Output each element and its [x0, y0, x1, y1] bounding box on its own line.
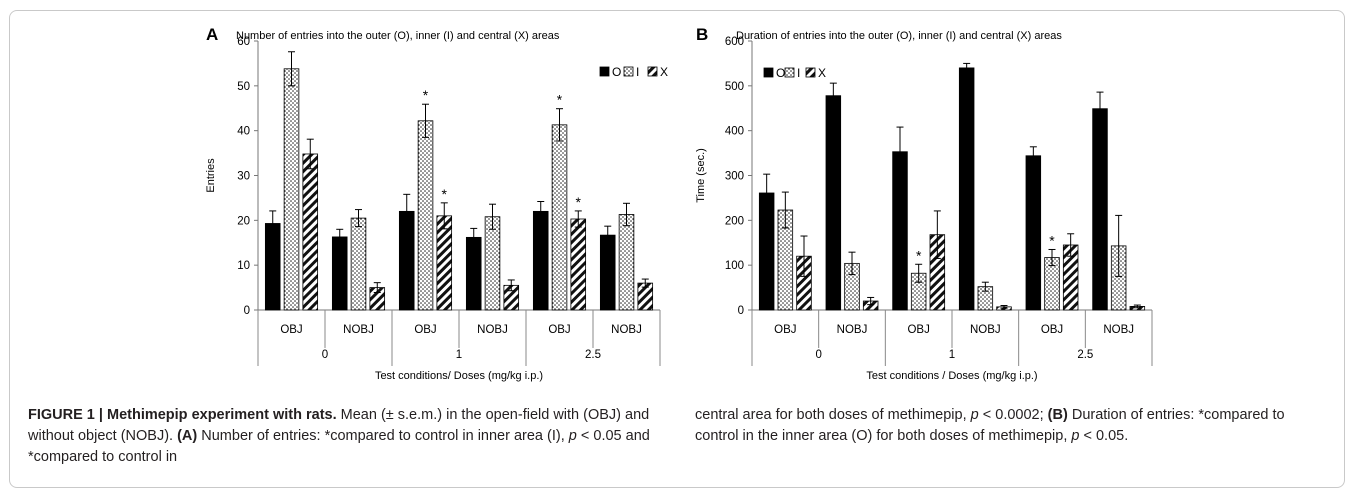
caption-a-label: (A)	[177, 428, 198, 444]
caption-right-p-label: p	[970, 407, 979, 423]
y-tick-label: 400	[725, 126, 744, 138]
category-label: OBJ	[548, 324, 570, 336]
caption-text: Mean (± s.e.m.) in the open-field with (…	[28, 407, 650, 444]
bar-o	[599, 234, 616, 311]
bar-o	[825, 95, 842, 311]
caption-p-text: < 0.05 and *compared to control in	[28, 428, 650, 465]
category-label: OBJ	[774, 324, 796, 336]
caption-a-text: Number of entries: *compared to control …	[201, 428, 565, 444]
bar-x	[570, 218, 587, 311]
y-tick-label: 100	[725, 260, 744, 272]
y-tick-label: 300	[725, 171, 744, 183]
y-tick-label: 0	[738, 305, 744, 317]
bar-i	[283, 68, 300, 311]
legend-label-x: X	[660, 65, 668, 79]
group-label: 0	[815, 349, 821, 361]
y-axis-label: Time (sec.)	[695, 148, 707, 203]
x-axis-label: Test conditions/ Doses (mg/kg i.p.)	[375, 370, 543, 382]
legend-label-i: I	[797, 66, 800, 80]
bar-i	[618, 214, 635, 311]
legend-label-o: O	[776, 66, 785, 80]
chart-panel-b: B Duration of entries into the outer (O),…	[695, 25, 1153, 382]
bar-i	[484, 216, 501, 311]
legend-label-x: X	[818, 66, 826, 80]
y-tick-label: 20	[237, 215, 250, 227]
significance-marker: *	[576, 194, 582, 210]
group-label: 2.5	[1077, 349, 1093, 361]
y-tick-label: 500	[725, 81, 744, 93]
legend-label-i: I	[636, 65, 639, 79]
significance-marker: *	[916, 247, 922, 263]
caption-right: central area for both doses of methimepi…	[695, 405, 1325, 447]
bar-i	[350, 217, 367, 311]
bar-o	[958, 67, 975, 311]
y-tick-label: 40	[237, 126, 250, 138]
caption-right-text: central area for both doses of methimepi…	[695, 407, 967, 423]
category-label: OBJ	[414, 324, 436, 336]
category-label: NOBJ	[1103, 324, 1134, 336]
caption-right-p-text: < 0.0002;	[982, 407, 1044, 423]
y-tick-label: 600	[725, 36, 744, 48]
caption-label: FIGURE 1 | Methimepip experiment with ra…	[28, 407, 337, 423]
y-tick-label: 0	[244, 305, 250, 317]
bar-i	[551, 124, 568, 311]
bar-x	[436, 215, 453, 311]
caption-right-p2-label: p	[1071, 428, 1080, 444]
category-label: OBJ	[907, 324, 929, 336]
x-axis-label: Test conditions / Doses (mg/kg i.p.)	[866, 370, 1037, 382]
category-label: NOBJ	[477, 324, 508, 336]
y-axis-label: Entries	[205, 158, 217, 193]
caption-right-p2-text: < 0.05.	[1083, 428, 1129, 444]
category-label: NOBJ	[970, 324, 1001, 336]
caption-b-text: Duration of entries: *compared to contro…	[695, 407, 1285, 444]
legend-swatch-i	[623, 66, 634, 77]
chart-panel-a: A Number of entries into the outer (O), i…	[205, 25, 668, 382]
y-tick-label: 60	[237, 36, 250, 48]
significance-marker: *	[1049, 232, 1055, 248]
y-tick-label: 30	[237, 171, 250, 183]
significance-marker: *	[557, 92, 563, 108]
group-label: 1	[949, 349, 955, 361]
significance-marker: *	[442, 186, 448, 202]
bar-o	[1025, 155, 1042, 311]
y-tick-label: 10	[237, 260, 250, 272]
group-label: 2.5	[585, 349, 601, 361]
bar-x	[302, 153, 319, 311]
caption-left: FIGURE 1 | Methimepip experiment with ra…	[28, 405, 658, 468]
category-label: NOBJ	[611, 324, 642, 336]
panel-letter: B	[696, 25, 708, 44]
legend-swatch-o	[599, 66, 610, 77]
caption-p-label: p	[568, 428, 577, 444]
category-label: NOBJ	[837, 324, 868, 336]
category-label: OBJ	[280, 324, 302, 336]
bar-i	[417, 120, 434, 311]
panel-letter: A	[206, 25, 218, 44]
bar-o	[532, 210, 549, 311]
legend-swatch-x	[805, 67, 816, 78]
y-tick-label: 50	[237, 81, 250, 93]
bar-o	[1092, 108, 1108, 311]
bar-o	[465, 236, 482, 311]
legend-swatch-i	[784, 67, 795, 78]
legend-swatch-o	[763, 67, 774, 78]
caption-b-label: (B)	[1047, 407, 1068, 423]
bar-o	[331, 236, 348, 311]
chart-title: Number of entries into the outer (O), in…	[236, 30, 560, 42]
figure-frame	[9, 10, 1345, 488]
category-label: OBJ	[1041, 324, 1063, 336]
legend-label-o: O	[612, 65, 621, 79]
legend-swatch-x	[647, 66, 658, 77]
group-label: 0	[322, 349, 328, 361]
chart-title: Duration of entries into the outer (O), …	[736, 30, 1062, 42]
category-label: NOBJ	[343, 324, 374, 336]
group-label: 1	[456, 349, 462, 361]
y-tick-label: 200	[725, 215, 744, 227]
significance-marker: *	[423, 87, 429, 103]
